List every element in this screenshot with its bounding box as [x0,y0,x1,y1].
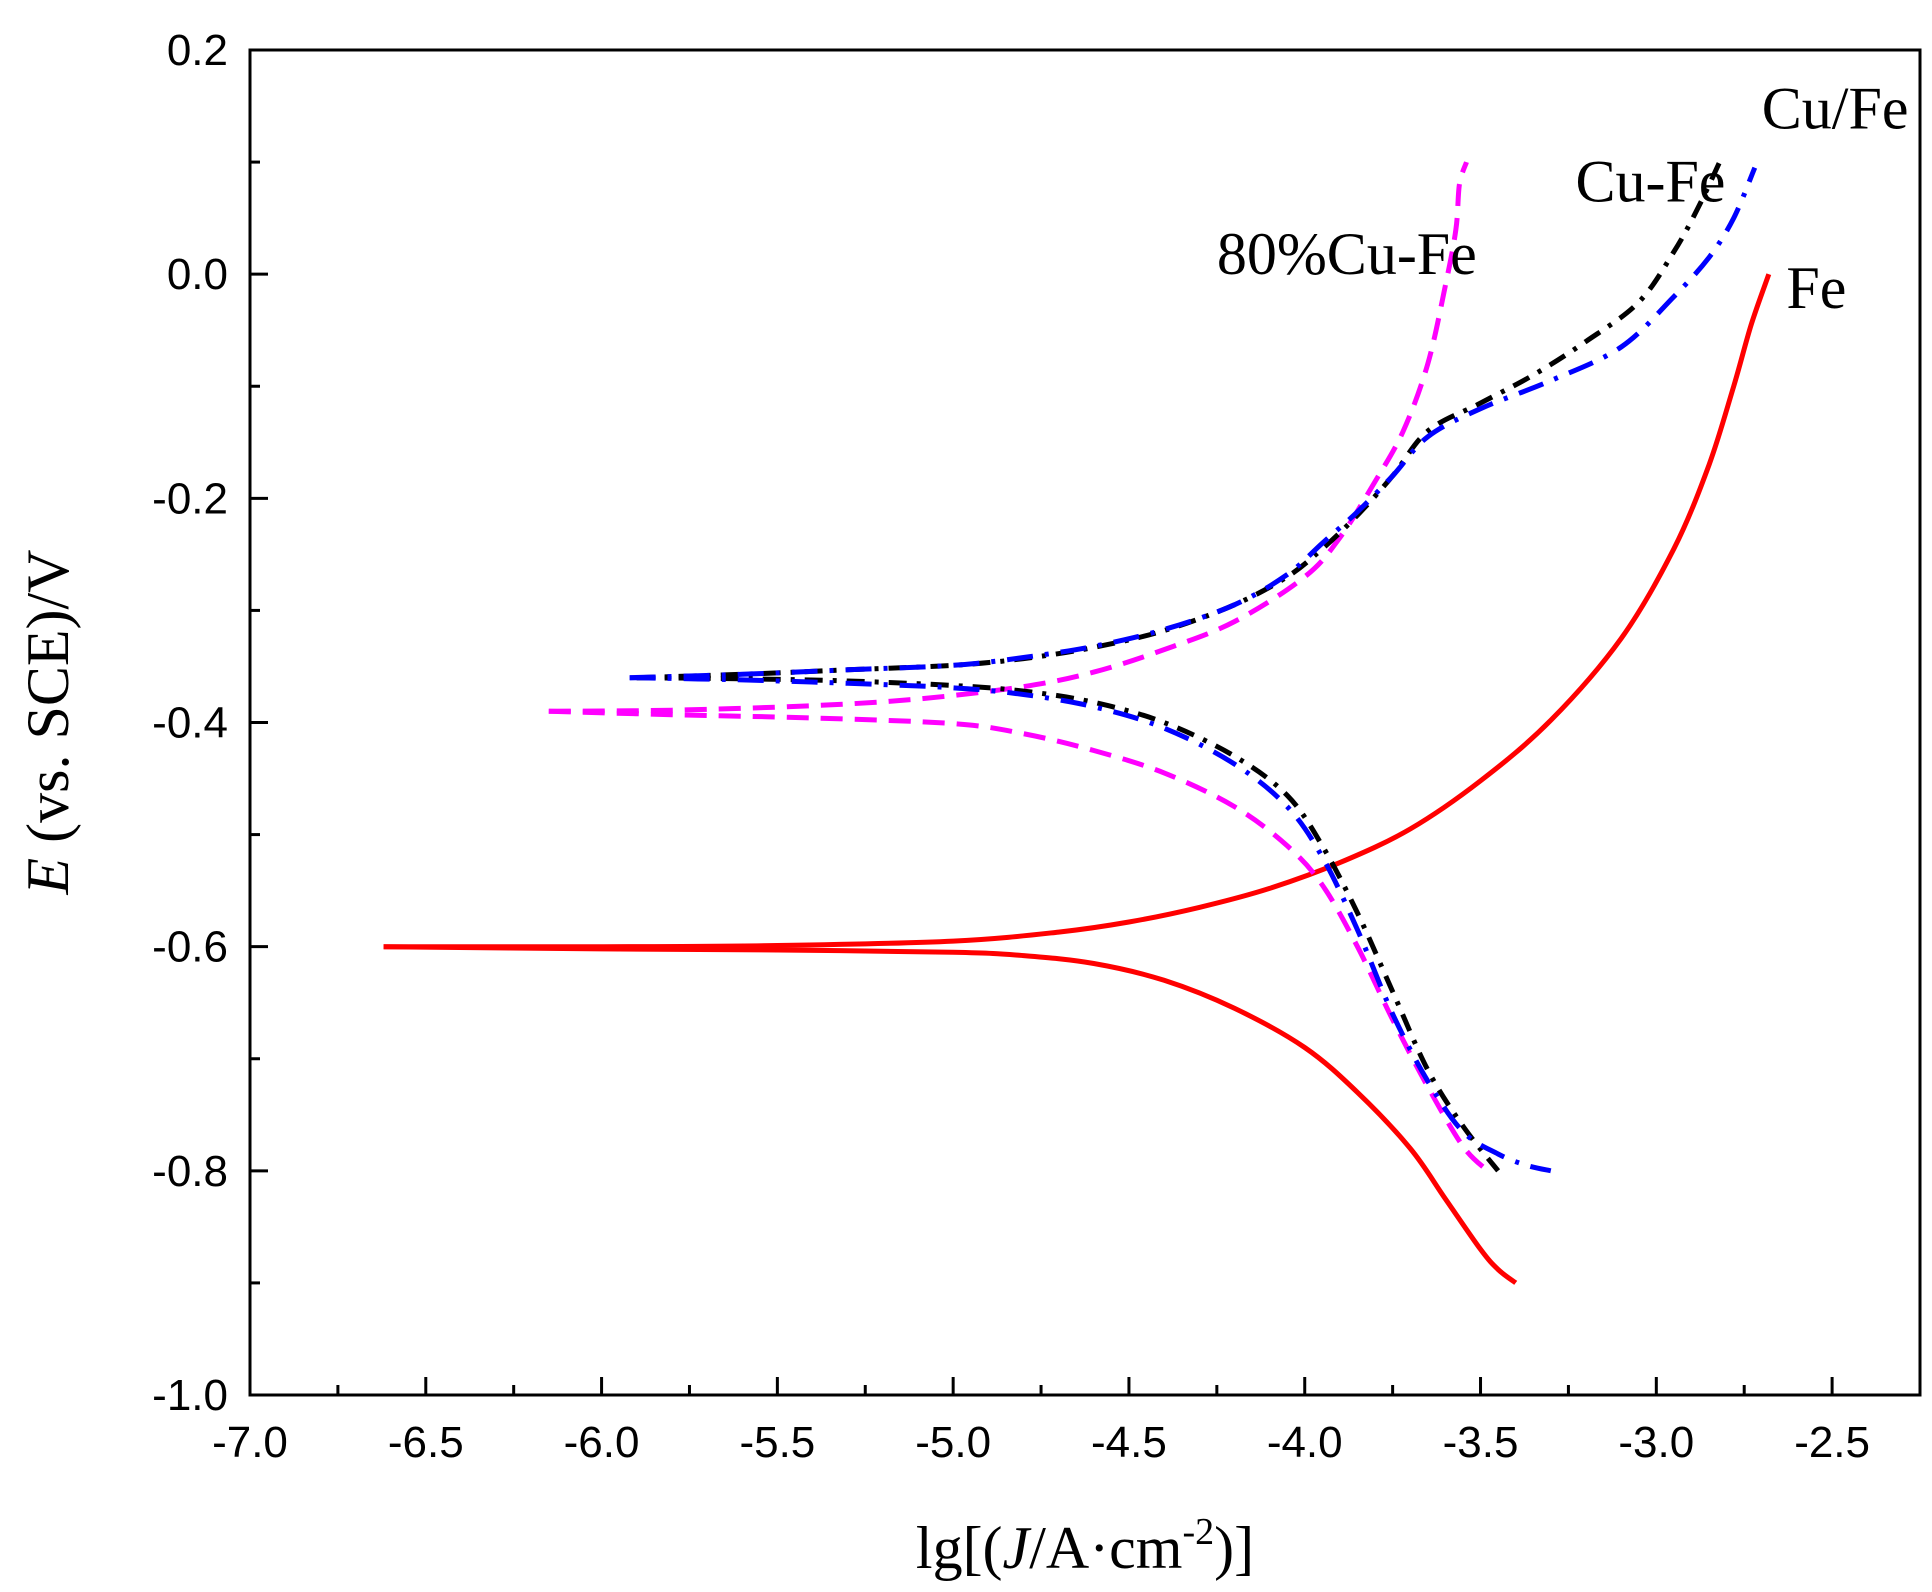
x-tick-label: -4.5 [1091,1418,1167,1467]
x-tick-label: -5.5 [739,1418,815,1467]
y-tick-label: -0.8 [152,1147,228,1196]
series-80-cu-fe-anodic-line [548,161,1469,714]
series-label-cu-fe: Cu/Fe [1762,75,1909,141]
y-tick-label: 0.2 [167,26,228,75]
x-tick-label: -4.0 [1267,1418,1343,1467]
series-labels: Fe 80%Cu-Fe Cu-Fe Cu/Fe [1217,75,1909,320]
x-tick-label: -5.0 [915,1418,991,1467]
series-cu-fe-cathodic-line [629,675,1552,1174]
series-fe-anodic-line [383,273,1772,950]
series-fe-cathodic-line [383,944,1518,1285]
series-cu-fe-cathodic-line [636,675,1501,1173]
series-label-cu-fe: Cu-Fe [1575,148,1725,214]
y-axis-title: E (vs. SCE)/V [15,549,81,895]
series-cu-fe-anodic-line [629,166,1758,681]
axis-tick-labels: -7.0 -6.5 -6.0 -5.5 -5.0 -4.5 -4.0 -3.5 -3.0 -2.5… [152,26,1870,1467]
x-tick-label: -7.0 [212,1418,288,1467]
x-axis-title: lg[(J/A·cm-2)] [916,1511,1254,1581]
axis-ticks [248,48,1834,1397]
series-label-80-cu-fe: 80%Cu-Fe [1217,221,1477,287]
x-tick-label: -2.5 [1794,1418,1870,1467]
series-label-fe: Fe [1786,255,1846,321]
x-tick-label: -3.0 [1618,1418,1694,1467]
y-tick-label: 0.0 [167,250,228,299]
series-cu-fe-anodic-line [636,161,1722,681]
y-tick-label: -0.6 [152,923,228,972]
y-tick-label: -0.2 [152,474,228,523]
series-80-cu-fe-cathodic-line [548,708,1490,1173]
y-tick-label: -0.4 [152,699,228,748]
x-tick-label: -6.0 [564,1418,640,1467]
series-curves [383,161,1772,1285]
x-tick-label: -6.5 [388,1418,464,1467]
x-tick-label: -3.5 [1443,1418,1519,1467]
y-tick-label: -1.0 [152,1371,228,1420]
plot-frame [248,48,1922,1397]
